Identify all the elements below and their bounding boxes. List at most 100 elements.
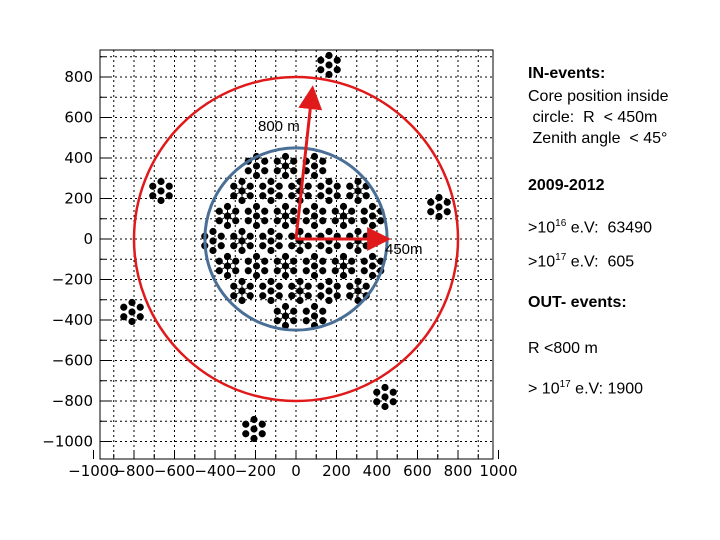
detector-station [389,388,397,396]
detector-station [149,192,157,200]
detector-station [223,271,232,280]
detector-station [331,267,339,275]
detector-station [348,207,356,215]
detector-station [215,267,223,275]
detector-station [281,212,290,220]
detector-station [252,171,261,180]
detector-station [157,187,165,195]
detector-station [435,203,443,211]
y-tick-label: 400 [64,149,93,167]
detector-station [157,177,165,186]
detector-station [261,257,269,265]
detector-station [325,227,333,236]
y-tick-label: 0 [83,230,93,248]
detector-station [333,282,341,290]
in-events-line1: Core position inside [528,88,669,105]
detector-station [288,292,296,300]
detector-station [333,182,341,190]
out-e17-exponent: 17 [559,379,571,390]
e16-count: e.V: 63490 [566,219,652,237]
detector-station [333,56,341,64]
detector-station [319,207,327,215]
detector-station [120,303,128,311]
y-tick-label: 800 [64,68,93,86]
detector-station [252,162,261,170]
detector-cluster [215,252,240,280]
detector-station [250,415,258,424]
detector-cluster [273,202,298,230]
detector-station [373,398,381,406]
detector-station [252,262,261,270]
detector-station [435,193,443,202]
in-events-line3: Zenith angle < 45° [528,130,668,147]
detector-station [296,287,304,295]
detector-cluster [302,302,327,330]
detector-station [310,162,319,170]
detector-station [261,217,269,225]
detector-station [252,202,261,211]
detector-station [348,217,356,225]
detector-cluster [427,193,451,221]
detector-station [275,242,283,250]
detector-station [333,192,341,200]
x-tick-label: −200 [235,462,276,480]
detector-station [244,207,252,215]
detector-station [252,271,261,280]
detector-station [290,307,298,315]
detector-station [319,317,327,325]
detector-station [149,182,157,190]
arrow-800m [294,85,323,240]
e16-exponent: 16 [555,218,567,229]
detector-station [250,434,258,443]
detector-station [281,312,290,320]
detector-station [217,232,225,240]
detector-cluster [259,177,283,205]
y-tick-label: −800 [52,392,93,410]
detector-station [377,217,385,225]
detector-station [304,292,312,300]
detector-station [360,217,368,225]
detector-station [246,192,254,200]
detector-station [267,246,275,255]
detector-station [296,296,304,305]
detector-station [246,182,254,190]
detector-station [238,287,246,295]
detector-station [232,257,240,265]
detector-station [281,262,290,270]
detector-station [346,182,354,190]
detector-station [250,425,258,433]
detector-station [217,242,225,250]
detector-station [317,182,325,190]
detector-station [246,242,254,250]
detector-station [157,196,165,205]
detector-station [443,208,451,216]
detector-station [261,157,269,165]
detector-station [259,242,267,250]
x-tick-label: 200 [322,462,351,480]
detector-station [238,296,246,305]
detector-station [381,383,389,392]
detector-station [325,196,333,205]
detector-station [302,207,310,215]
detector-cluster [273,252,298,280]
detector-station [310,271,319,280]
period-label: 2009-2012 [528,177,605,194]
detector-station [317,292,325,300]
detector-cluster [317,177,341,205]
detector-station [267,177,275,186]
detector-cluster [230,177,254,205]
detector-station [360,257,368,265]
detector-station [354,187,362,195]
detector-station [348,257,356,265]
detector-station [275,192,283,200]
detector-station [267,187,275,195]
detector-station [331,217,339,225]
detector-cluster [302,252,327,280]
detector-station [302,317,310,325]
detector-station [360,207,368,215]
detector-station [325,296,333,305]
detector-station [362,282,370,290]
detector-station [319,267,327,275]
detector-station [258,430,266,438]
